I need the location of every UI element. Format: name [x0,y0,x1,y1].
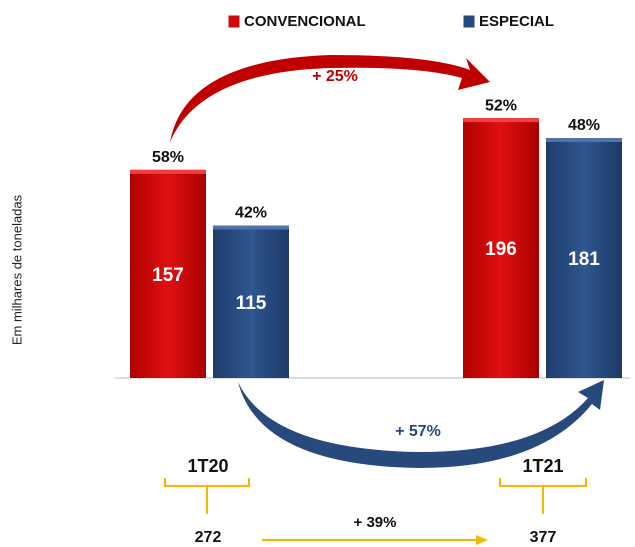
bar-top [130,169,206,174]
bar-top [546,137,622,142]
value-label: 157 [152,265,184,286]
brace [499,478,587,514]
annotation: + 57% [395,423,441,440]
annotation: + 25% [312,68,358,85]
red-arrow [170,55,490,142]
share-label: 52% [485,97,517,114]
blue-arrow [238,380,604,468]
brace [164,478,250,514]
total-label: 377 [530,529,557,546]
legend-label: ESPECIAL [479,13,554,30]
bar [546,137,622,378]
bar-top [213,225,289,230]
share-label: 58% [152,149,184,166]
bar [130,169,206,378]
value-label: 181 [568,249,600,270]
share-label: 48% [568,117,600,134]
category-label: 1T21 [522,456,563,476]
share-label: 42% [235,205,267,222]
bar [463,118,539,378]
value-label: 115 [236,293,267,314]
legend-swatch [462,14,476,29]
bar-top [463,118,539,123]
category-label: 1T20 [187,456,228,476]
value-label: 196 [485,239,517,260]
legend-swatch [227,14,241,29]
bar [213,225,289,378]
legend-label: CONVENCIONAL [244,13,366,30]
total-label: 272 [195,529,222,546]
y-axis-label: Em milhares de toneladas [9,194,24,345]
annotation: + 39% [354,514,397,531]
total-arrow-head [476,535,488,545]
